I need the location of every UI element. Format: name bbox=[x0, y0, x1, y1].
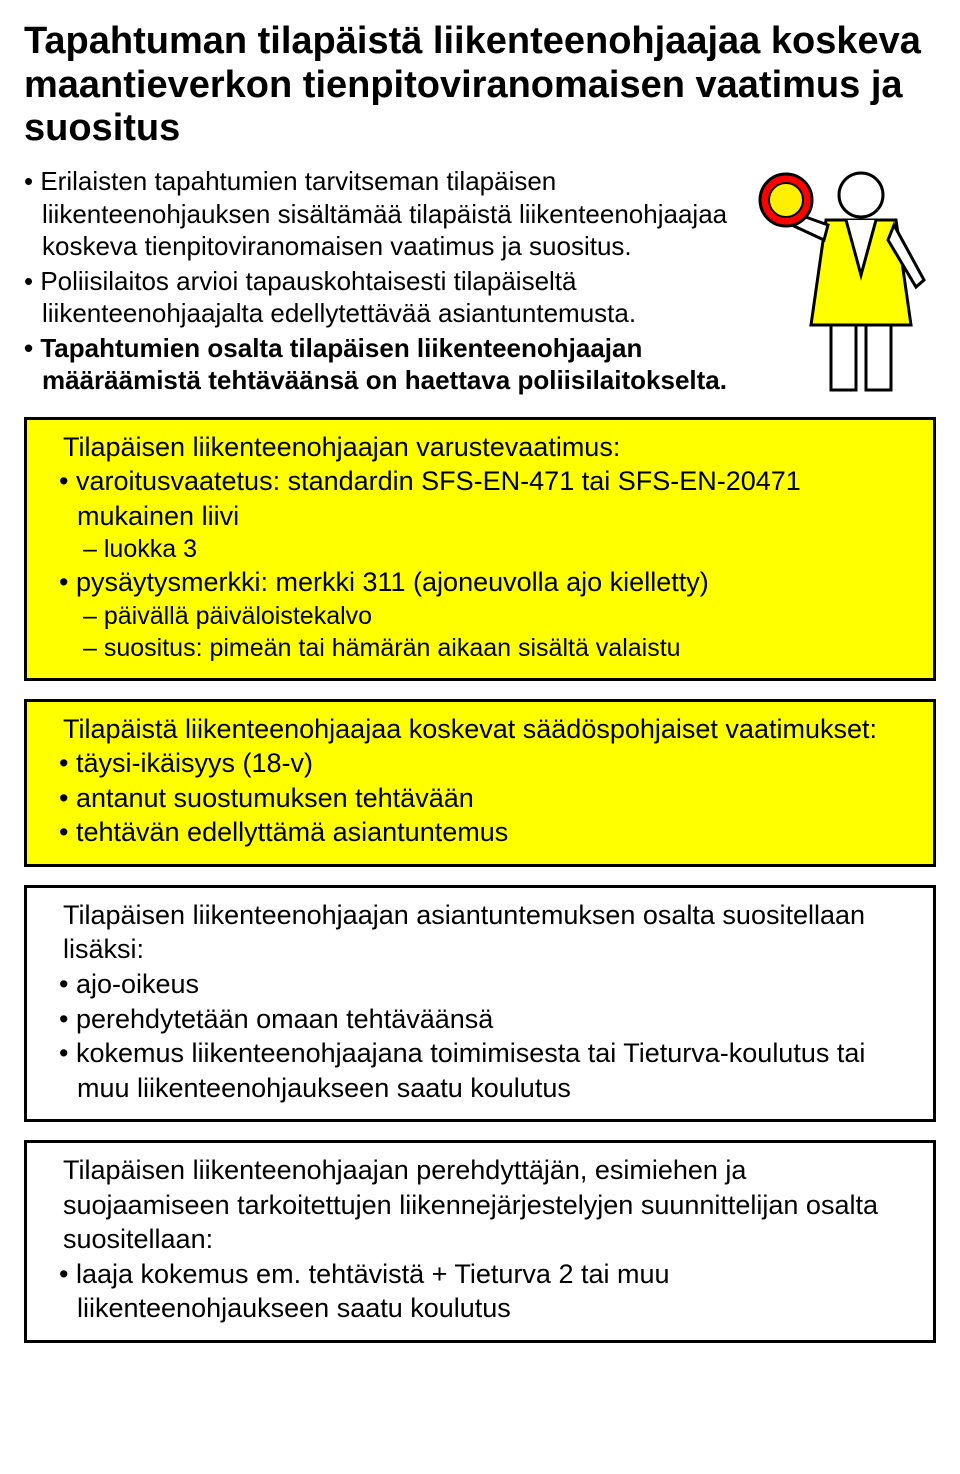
box3-item-3: kokemus liikenteenohjaajana toimimisesta… bbox=[41, 1036, 919, 1105]
box3-item-1: ajo-oikeus bbox=[41, 967, 919, 1002]
traffic-controller-icon bbox=[756, 165, 936, 395]
box1-item-2a: päivällä päiväloistekalvo bbox=[41, 600, 919, 632]
box2-lead: Tilapäistä liikenteenohjaajaa koskevat s… bbox=[41, 712, 919, 747]
box-requirements: Tilapäistä liikenteenohjaajaa koskevat s… bbox=[24, 699, 936, 867]
intro-bullet-2: Poliisilaitos arvioi tapauskohtaisesti t… bbox=[24, 265, 744, 330]
box4-lead: Tilapäisen liikenteenohjaajan perehdyttä… bbox=[41, 1153, 919, 1257]
box3-item-2: perehdytetään omaan tehtäväänsä bbox=[41, 1002, 919, 1037]
box3-lead: Tilapäisen liikenteenohjaajan asiantunte… bbox=[41, 898, 919, 967]
intro-bullet-1: Erilaisten tapahtumien tarvitseman tilap… bbox=[24, 165, 744, 263]
box-equipment: Tilapäisen liikenteenohjaajan varustevaa… bbox=[24, 417, 936, 681]
box2-item-3: tehtävän edellyttämä asiantuntemus bbox=[41, 815, 919, 850]
box-recommend-1: Tilapäisen liikenteenohjaajan asiantunte… bbox=[24, 885, 936, 1122]
box1-item-1: varoitusvaatetus: standardin SFS-EN-471 … bbox=[41, 464, 919, 533]
box1-lead: Tilapäisen liikenteenohjaajan varustevaa… bbox=[41, 430, 919, 465]
intro-text: Erilaisten tapahtumien tarvitseman tilap… bbox=[24, 165, 744, 399]
box1-item-2b: suositus: pimeän tai hämärän aikaan sisä… bbox=[41, 632, 919, 664]
box1-item-2: pysäytysmerkki: merkki 311 (ajoneuvolla … bbox=[41, 565, 919, 600]
box1-item-1a: luokka 3 bbox=[41, 533, 919, 565]
intro-bullet-3: Tapahtumien osalta tilapäisen liikenteen… bbox=[24, 332, 744, 397]
page-title: Tapahtuman tilapäistä liikenteenohjaajaa… bbox=[24, 20, 936, 151]
box2-item-1: täysi-ikäisyys (18-v) bbox=[41, 746, 919, 781]
box-recommend-2: Tilapäisen liikenteenohjaajan perehdyttä… bbox=[24, 1140, 936, 1343]
box4-item-1: laaja kokemus em. tehtävistä + Tieturva … bbox=[41, 1257, 919, 1326]
box2-item-2: antanut suostumuksen tehtävään bbox=[41, 781, 919, 816]
intro-row: Erilaisten tapahtumien tarvitseman tilap… bbox=[24, 165, 936, 399]
